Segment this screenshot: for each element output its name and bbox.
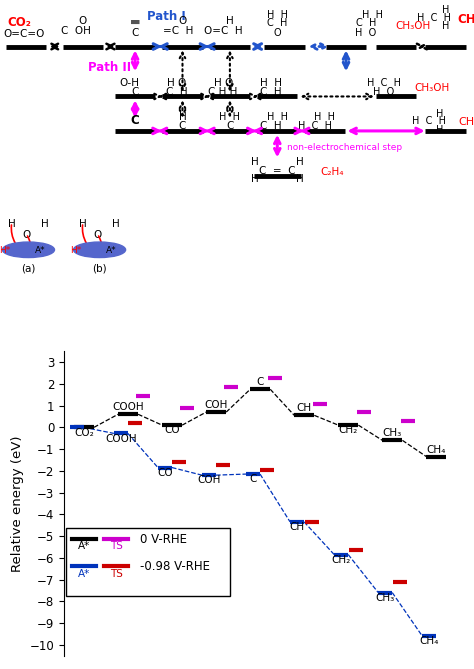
Ellipse shape: [73, 242, 126, 258]
Text: H  C  H: H C H: [417, 13, 451, 23]
FancyBboxPatch shape: [66, 529, 230, 596]
Text: CO: CO: [157, 468, 173, 478]
Text: C  H: C H: [260, 121, 282, 131]
Text: O: O: [22, 230, 30, 240]
Text: H: H: [8, 219, 16, 229]
Text: CO₂: CO₂: [74, 427, 94, 438]
Text: C  H: C H: [165, 87, 187, 97]
Text: Path I: Path I: [147, 9, 186, 23]
Text: H  H: H H: [267, 112, 288, 122]
Text: COOH: COOH: [112, 402, 144, 412]
Text: C: C: [226, 121, 234, 131]
Text: H: H: [79, 219, 87, 229]
Text: ▬: ▬: [130, 17, 140, 27]
Text: O=C=O: O=C=O: [4, 29, 45, 39]
Text: O-H: O-H: [119, 78, 139, 88]
Text: H: H: [442, 5, 449, 15]
Text: H: H: [251, 157, 259, 167]
Text: TS: TS: [109, 541, 122, 551]
Text: C: C: [131, 114, 139, 127]
Text: CH₄: CH₄: [457, 13, 474, 26]
Text: CO₂: CO₂: [7, 15, 31, 29]
Text: A*: A*: [106, 246, 117, 256]
Text: H: H: [436, 108, 444, 118]
Text: H  H: H H: [219, 112, 240, 122]
Ellipse shape: [2, 242, 55, 258]
Text: C: C: [256, 377, 264, 387]
Text: H O: H O: [167, 78, 186, 88]
Text: H  H: H H: [314, 112, 335, 122]
Text: H  C  H: H C H: [298, 121, 332, 131]
Text: H: H: [436, 124, 444, 134]
Text: CO: CO: [164, 425, 180, 436]
Text: CH₃OH: CH₃OH: [415, 83, 450, 93]
Text: 0 V-RHE: 0 V-RHE: [140, 533, 187, 546]
Text: H: H: [112, 219, 120, 229]
Text: A*: A*: [78, 541, 90, 551]
Text: H  C  H: H C H: [412, 116, 446, 126]
Text: H*: H*: [70, 246, 82, 256]
Text: O: O: [93, 230, 101, 240]
Text: C: C: [131, 87, 139, 97]
Text: C  H: C H: [260, 87, 282, 97]
Text: C: C: [249, 474, 257, 484]
Text: O: O: [79, 15, 87, 25]
Y-axis label: Relative energy (eV): Relative energy (eV): [11, 435, 24, 572]
Text: non-electrochemical step: non-electrochemical step: [287, 143, 402, 152]
Text: -0.98 V-RHE: -0.98 V-RHE: [140, 560, 210, 573]
Text: CH₃: CH₃: [383, 428, 402, 438]
Text: H  C  H: H C H: [367, 78, 401, 88]
Text: H: H: [41, 219, 49, 229]
Text: C  OH: C OH: [61, 26, 91, 36]
Text: C: C: [131, 27, 139, 37]
Text: H: H: [251, 174, 259, 184]
Text: H: H: [296, 174, 303, 184]
Text: H O: H O: [214, 78, 233, 88]
Text: H  H: H H: [267, 9, 288, 19]
Text: COH: COH: [197, 476, 221, 486]
Text: (a): (a): [21, 264, 36, 274]
Text: CH₂: CH₂: [331, 555, 351, 565]
Text: TS: TS: [109, 569, 122, 579]
Text: H  H: H H: [260, 78, 282, 88]
Text: H: H: [226, 15, 234, 25]
Text: O: O: [178, 15, 187, 25]
Text: CH₂: CH₂: [339, 425, 358, 436]
Text: C  H: C H: [356, 18, 376, 28]
Text: C H H: C H H: [208, 87, 237, 97]
Text: H  O: H O: [374, 87, 394, 97]
Text: O=C  H: O=C H: [204, 26, 243, 36]
Text: Path II: Path II: [88, 62, 131, 74]
Text: C  =  C: C = C: [259, 166, 296, 176]
Text: A*: A*: [78, 569, 90, 579]
Text: CH: CH: [290, 522, 305, 532]
Text: CH: CH: [297, 403, 312, 413]
Text: H  H: H H: [362, 9, 383, 19]
Text: =C  H: =C H: [163, 26, 193, 36]
Text: CH₄: CH₄: [427, 445, 446, 455]
Text: C: C: [179, 121, 186, 131]
Text: H: H: [296, 157, 303, 167]
Text: H  O: H O: [356, 27, 376, 37]
Text: CH₃OH: CH₃OH: [396, 21, 431, 31]
Text: C  H: C H: [267, 18, 287, 28]
Text: H: H: [442, 21, 449, 31]
Text: H: H: [179, 112, 186, 122]
Text: C₂H₄: C₂H₄: [320, 167, 344, 177]
Text: CH₄: CH₄: [419, 636, 439, 646]
Text: (b): (b): [92, 264, 107, 274]
Text: CH₃: CH₃: [375, 593, 395, 603]
Text: CH₄: CH₄: [459, 117, 474, 127]
Text: O: O: [273, 27, 281, 37]
Text: H*: H*: [0, 246, 10, 256]
Text: COOH: COOH: [105, 434, 137, 444]
Text: A*: A*: [35, 246, 46, 256]
Text: COH: COH: [204, 400, 228, 410]
